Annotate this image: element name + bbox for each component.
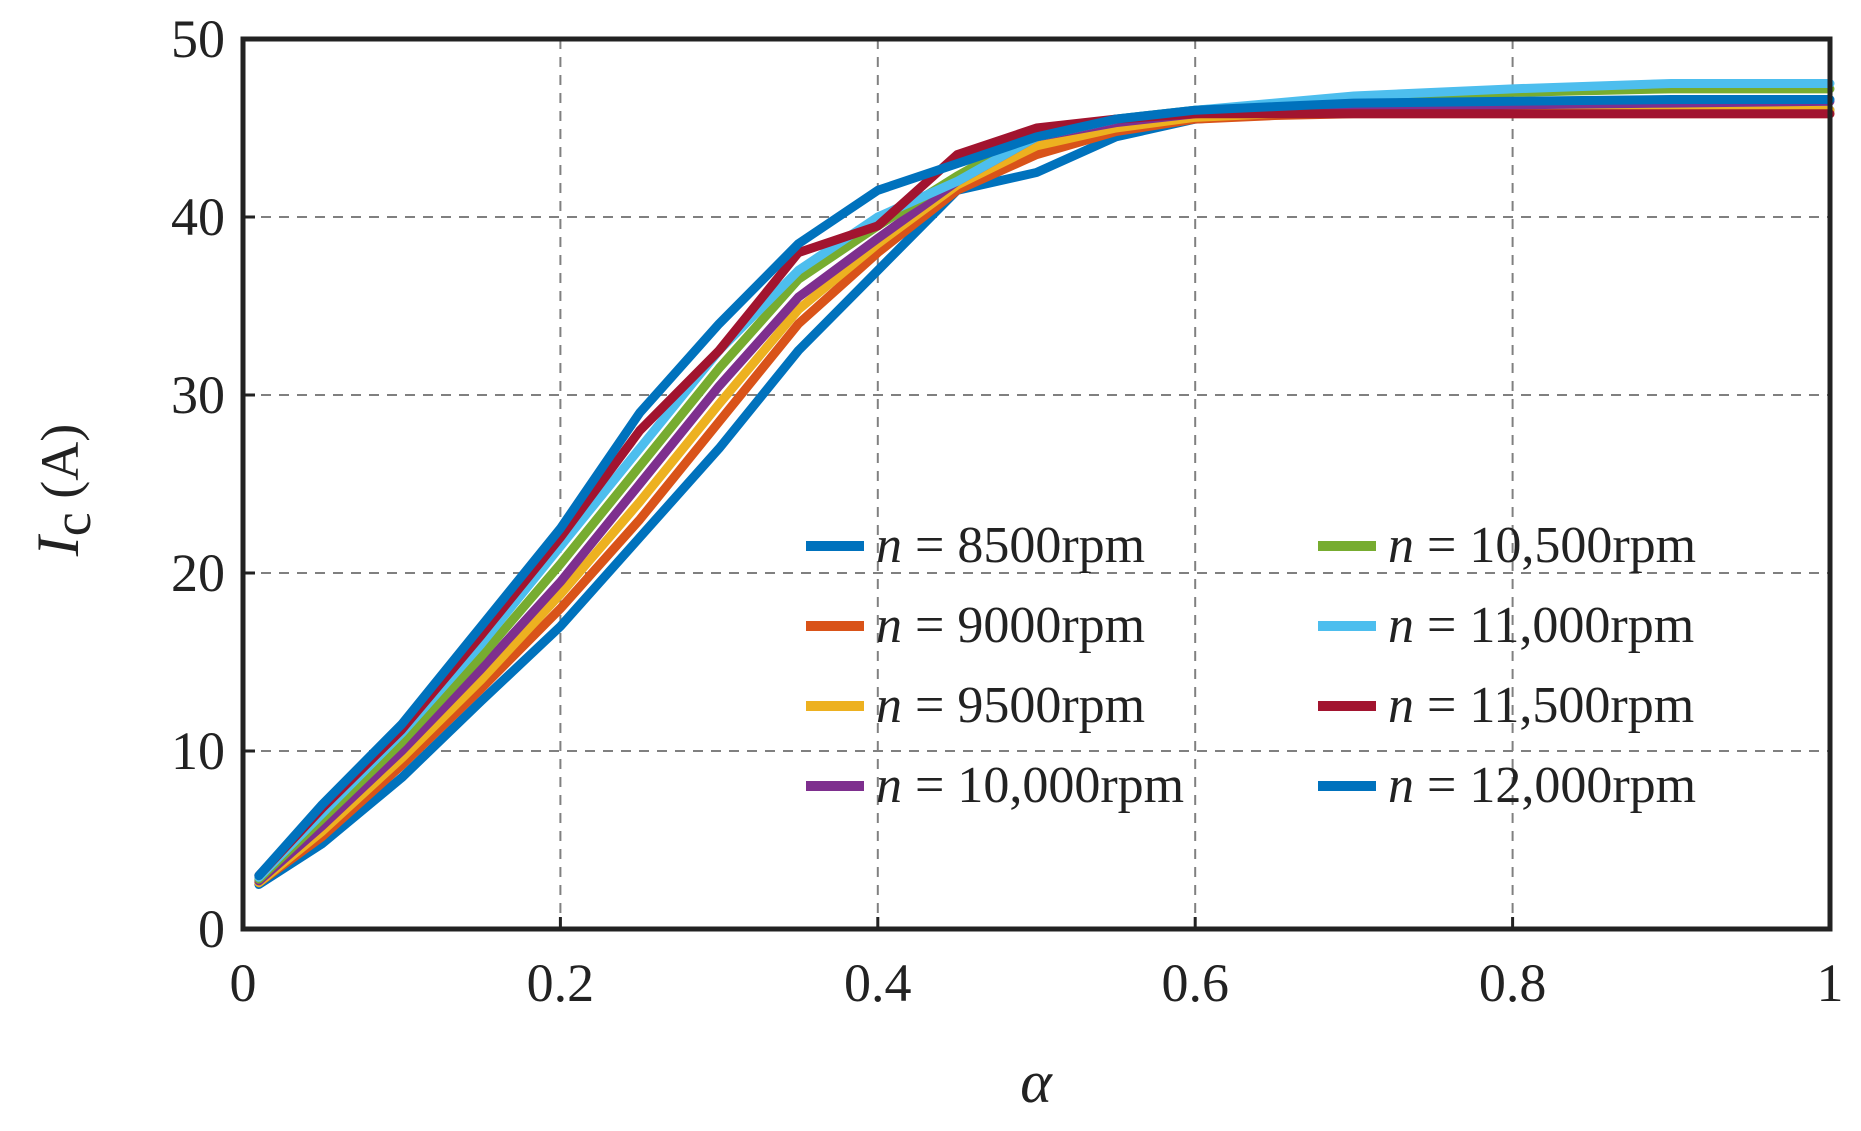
x-axis-label: α bbox=[1020, 1049, 1053, 1115]
y-tick-label: 30 bbox=[171, 365, 225, 425]
legend-value: = 10,500rpm bbox=[1414, 517, 1696, 574]
x-tick-label: 0.6 bbox=[1161, 953, 1229, 1013]
x-axis-ticks: 0 0.2 0.4 0.6 0.8 1 bbox=[230, 917, 1844, 1013]
legend-var: n bbox=[1388, 517, 1414, 574]
legend-label: n = 8500rpm bbox=[876, 517, 1145, 574]
x-tick-label: 0.8 bbox=[1479, 953, 1547, 1013]
y-axis-label-sub: c bbox=[42, 512, 102, 536]
series-line-8 bbox=[254, 95, 1835, 881]
y-tick-label: 50 bbox=[171, 9, 225, 69]
y-tick-label: 0 bbox=[198, 899, 225, 959]
legend-label: n = 10,500rpm bbox=[1388, 517, 1696, 574]
legend-var: n bbox=[876, 597, 902, 654]
y-tick-label: 40 bbox=[171, 187, 225, 247]
legend-label: n = 9500rpm bbox=[876, 677, 1145, 734]
legend-var: n bbox=[876, 677, 902, 734]
legend-value: = 9500rpm bbox=[902, 677, 1145, 734]
legend-value: = 9000rpm bbox=[902, 597, 1145, 654]
legend-item: n = 9000rpm bbox=[806, 597, 1145, 654]
y-tick-label: 10 bbox=[171, 721, 225, 781]
plot-frame bbox=[240, 36, 1833, 932]
legend-value: = 10,000rpm bbox=[902, 757, 1184, 814]
legend-item: n = 9500rpm bbox=[806, 677, 1145, 734]
legend-label: n = 9000rpm bbox=[876, 597, 1145, 654]
series-line-7 bbox=[254, 109, 1835, 881]
legend-value: = 11,000rpm bbox=[1414, 597, 1694, 654]
x-tick-label: 1 bbox=[1817, 953, 1844, 1013]
x-tick-label: 0.2 bbox=[527, 953, 595, 1013]
y-axis-label-unit: (A) bbox=[30, 424, 90, 512]
series-lines bbox=[254, 79, 1835, 889]
legend-item: n = 10,000rpm bbox=[806, 757, 1184, 814]
legend-var: n bbox=[876, 757, 902, 814]
y-axis-ticks: 0 10 20 30 40 50 bbox=[171, 9, 255, 959]
legend-label: n = 12,000rpm bbox=[1388, 757, 1696, 814]
legend-label: n = 10,000rpm bbox=[876, 757, 1184, 814]
legend-label: n = 11,000rpm bbox=[1388, 597, 1694, 654]
x-tick-label: 0.4 bbox=[844, 953, 912, 1013]
y-axis-label-main: I bbox=[25, 533, 91, 557]
series-line-6 bbox=[254, 79, 1835, 882]
legend-value: = 12,000rpm bbox=[1414, 757, 1696, 814]
legend-var: n bbox=[1388, 677, 1414, 734]
legend-var: n bbox=[1388, 757, 1414, 814]
legend-item: n = 12,000rpm bbox=[1318, 757, 1696, 814]
y-tick-label: 20 bbox=[171, 543, 225, 603]
x-tick-label: 0 bbox=[230, 953, 257, 1013]
legend-item: n = 10,500rpm bbox=[1318, 517, 1696, 574]
legend-var: n bbox=[876, 517, 902, 574]
legend-value: = 8500rpm bbox=[902, 517, 1145, 574]
legend-item: n = 11,000rpm bbox=[1318, 597, 1694, 654]
legend-item: n = 8500rpm bbox=[806, 517, 1145, 574]
legend-var: n bbox=[1388, 597, 1414, 654]
legend-value: = 11,500rpm bbox=[1414, 677, 1694, 734]
legend-item: n = 11,500rpm bbox=[1318, 677, 1694, 734]
legend-label: n = 11,500rpm bbox=[1388, 677, 1694, 734]
svg-text:Ic (A): Ic (A) bbox=[25, 424, 102, 557]
y-axis-label: Ic (A) bbox=[25, 424, 102, 557]
